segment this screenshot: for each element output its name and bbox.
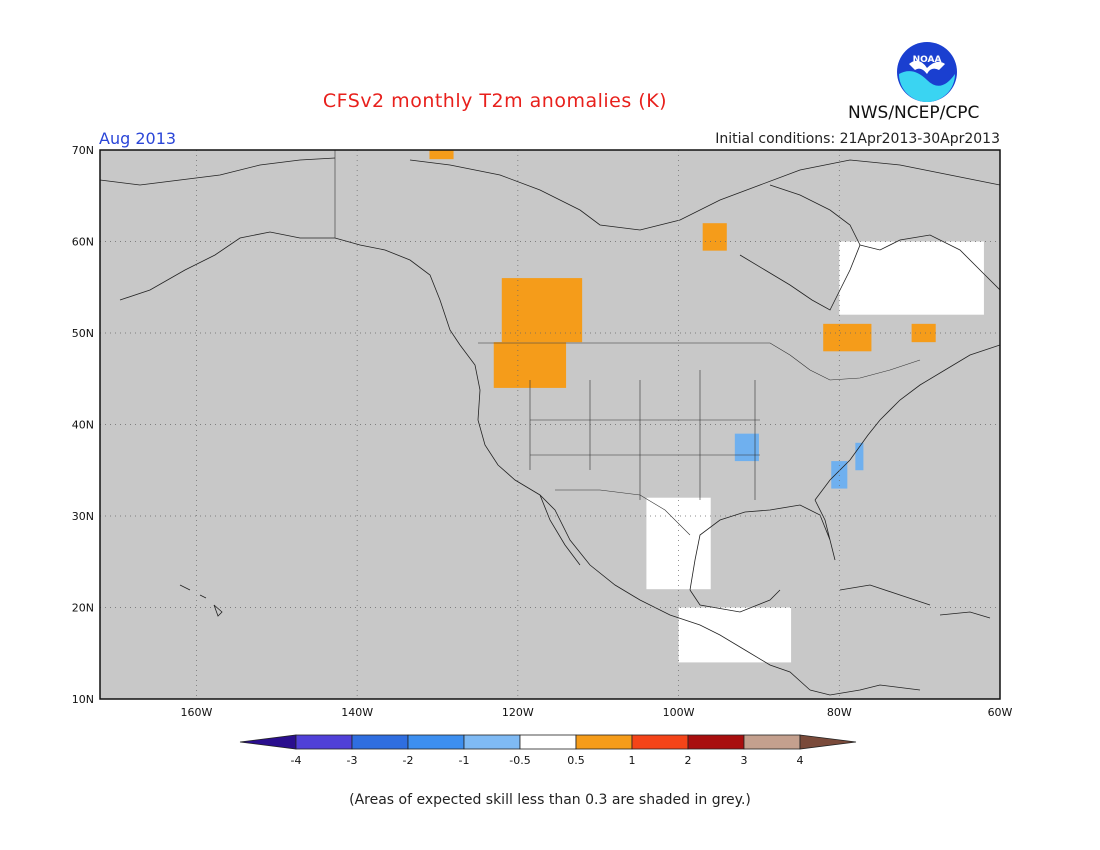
footnote: (Areas of expected skill less than 0.3 a… <box>349 792 751 808</box>
lat-tick-label: 10N <box>72 693 94 706</box>
axis-tick-labels: 10N 20N 30N 40N 50N 60N 70N 160W 140W 120W 100W 80W… <box>72 144 1013 719</box>
colorbar-label: 1 <box>629 754 636 767</box>
noaa-logo-icon: NOAA <box>897 42 957 102</box>
region-cool-2 <box>831 461 848 489</box>
coastline-hudson-bay <box>739 184 861 311</box>
lon-tick-label: 120W <box>502 706 534 719</box>
region-neutral-1 <box>646 497 711 590</box>
coastline-labrador <box>859 234 1000 291</box>
anomaly-regions <box>429 150 984 663</box>
region-warm-1 <box>501 278 583 343</box>
coastline-central-america <box>809 684 921 696</box>
coastline-yucatan <box>689 589 781 613</box>
initial-conditions-label: Initial conditions: 21Apr2013-30Apr2013 <box>715 131 1000 147</box>
lat-tick-label: 60N <box>72 236 94 249</box>
colorbar-label: 2 <box>685 754 692 767</box>
coastline-arctic-alaska <box>100 157 336 186</box>
agency-label: NWS/NCEP/CPC <box>848 103 980 123</box>
coastline-baja <box>539 494 581 566</box>
lon-tick-label: 60W <box>988 706 1013 719</box>
lat-tick-label: 50N <box>72 327 94 340</box>
colorbar-label: 3 <box>741 754 748 767</box>
colorbar-label: -1 <box>459 754 470 767</box>
lon-tick-label: 80W <box>827 706 852 719</box>
lon-tick-label: 140W <box>341 706 373 719</box>
coastline-west <box>459 344 811 691</box>
logo-text: NOAA <box>913 55 942 65</box>
colorbar-bin <box>407 734 465 750</box>
colorbar: -4 -3 -2 -1 -0.5 0.5 1 2 3 4 <box>239 734 857 767</box>
month-label: Aug 2013 <box>99 129 177 148</box>
lat-tick-label: 70N <box>72 144 94 157</box>
coastline-hispaniola <box>939 611 991 619</box>
colorbar-bin <box>631 734 689 750</box>
political-borders <box>334 150 921 536</box>
colorbar-bin <box>743 734 801 750</box>
map-frame: 10N 20N 30N 40N 50N 60N 70N 160W 140W 120W 100W 80W… <box>72 144 1013 719</box>
region-warm-5 <box>911 323 936 343</box>
region-warm-6 <box>429 150 454 160</box>
coastline-gulf <box>689 499 836 591</box>
colorbar-label: -0.5 <box>509 754 530 767</box>
region-neutral-3 <box>678 607 792 663</box>
lat-tick-label: 40N <box>72 419 94 432</box>
region-warm-4 <box>823 323 872 352</box>
chart-title: CFSv2 monthly T2m anomalies (K) <box>322 90 668 112</box>
graticule <box>100 150 1000 699</box>
lon-tick-label: 100W <box>663 706 695 719</box>
colorbar-bin <box>295 734 353 750</box>
lat-tick-label: 20N <box>72 602 94 615</box>
region-cool-1 <box>734 433 759 462</box>
border-states <box>529 370 760 500</box>
coastline-east <box>814 344 1000 501</box>
lat-tick-label: 30N <box>72 510 94 523</box>
coastline-hawaii <box>179 584 223 617</box>
colorbar-arrow-high <box>799 734 857 750</box>
colorbar-label: -3 <box>347 754 358 767</box>
colorbar-bin <box>687 734 745 750</box>
colorbar-label: -4 <box>291 754 302 767</box>
coastline-cuba <box>839 584 931 606</box>
region-warm-3 <box>702 223 727 251</box>
border-us-canada <box>478 342 921 381</box>
colorbar-label: 4 <box>797 754 804 767</box>
lon-tick-label: 160W <box>180 706 212 719</box>
colorbar-label: 0.5 <box>567 754 585 767</box>
colorbar-bin <box>519 734 577 750</box>
coastline-canada-arctic <box>409 159 1000 231</box>
region-cool-3 <box>855 442 864 471</box>
colorbar-bin <box>351 734 409 750</box>
map-border <box>99 149 1001 700</box>
colorbar-arrow-low <box>239 734 297 750</box>
colorbar-bin <box>463 734 521 750</box>
colorbar-label: -2 <box>403 754 414 767</box>
colorbar-bin <box>575 734 633 750</box>
region-neutral-2 <box>839 241 984 315</box>
